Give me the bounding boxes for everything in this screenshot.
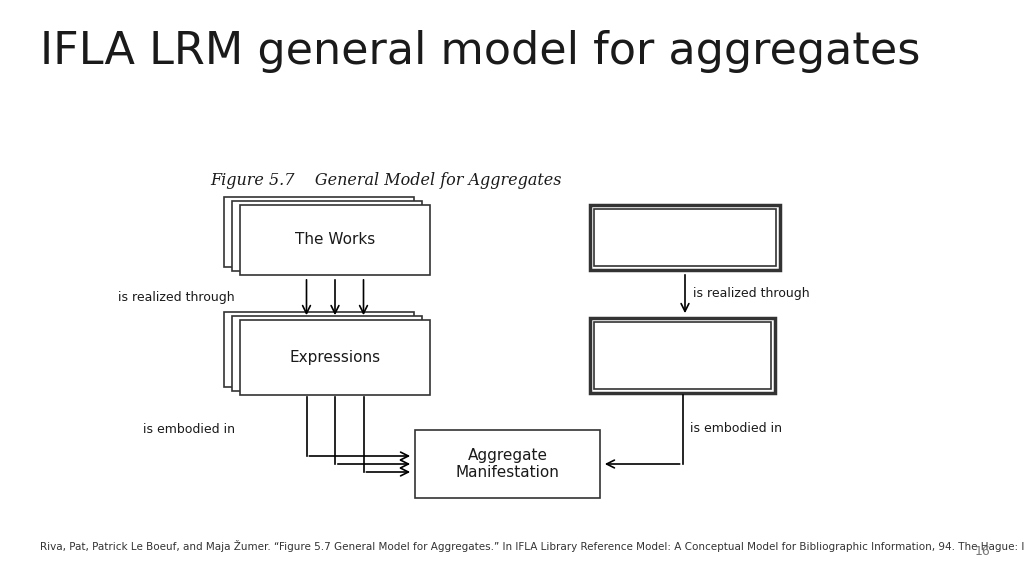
Text: is realized through: is realized through [119,291,234,304]
Text: Aggregating
Expression: Aggregating Expression [636,339,729,372]
Text: 16: 16 [974,545,990,558]
Bar [224,312,414,387]
Text: Aggregate
Manifestation: Aggregate Manifestation [456,448,559,480]
Bar [240,320,430,395]
Bar [590,205,780,270]
Bar [232,201,422,271]
Bar [240,205,430,275]
Bar [590,318,775,393]
Text: Figure 5.7    General Model for Aggregates: Figure 5.7 General Model for Aggregates [210,172,561,189]
Text: is realized through: is realized through [693,287,810,301]
Text: The Works: The Works [295,233,375,248]
Text: is embodied in: is embodied in [143,423,234,436]
Bar [594,209,776,266]
Bar [224,197,414,267]
Bar [232,316,422,391]
Text: IFLA LRM general model for aggregates: IFLA LRM general model for aggregates [40,30,921,73]
Bar [415,430,600,498]
Text: Expressions: Expressions [290,350,381,365]
Text: is embodied in: is embodied in [690,422,782,435]
Bar [594,322,771,389]
Text: Riva, Pat, Patrick Le Boeuf, and Maja Žumer. “Figure 5.7 General Model for Aggre: Riva, Pat, Patrick Le Boeuf, and Maja Žu… [40,540,1024,552]
Text: Aggregating Work: Aggregating Work [616,230,754,245]
